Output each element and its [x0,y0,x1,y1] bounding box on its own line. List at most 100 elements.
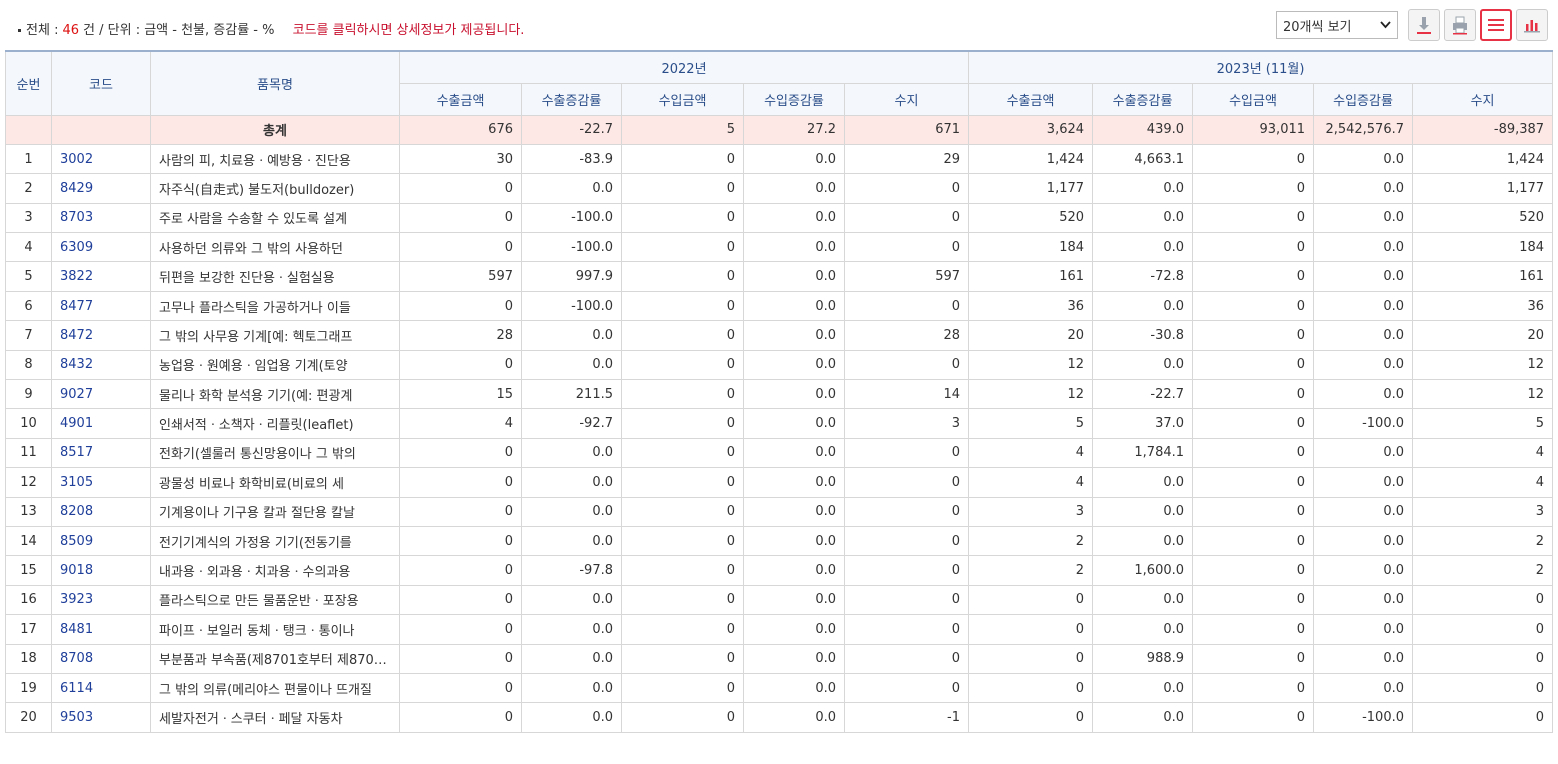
list-view-button[interactable] [1480,9,1512,41]
code-link[interactable]: 8429 [51,173,151,204]
export-growth-2022-cell: -100.0 [521,290,622,322]
item-name-cell: 고무나 플라스틱을 가공하거나 이들 [150,290,400,322]
code-link[interactable]: 3822 [51,261,151,292]
code-link[interactable]: 8477 [51,290,151,322]
balance-2023-cell: 184 [1412,232,1554,263]
code-link[interactable]: 3002 [51,143,151,175]
balance-2022-cell: 0 [843,525,970,557]
import-growth-2023-cell: 0.0 [1313,525,1414,557]
balance-2023-cell: 1,424 [1412,143,1554,175]
import-2022-cell: 0 [621,496,744,527]
code-link[interactable]: 3105 [51,467,151,498]
total-balance-2023: -89,387 [1412,114,1554,145]
item-name-cell: 자주식(自走式) 불도저(bulldozer) [150,173,400,204]
item-name-cell: 파이프ㆍ보일러 동체ㆍ탱크ㆍ통이나 [150,614,400,645]
import-2023-cell: 0 [1192,143,1315,175]
rank-cell: 15 [5,555,52,586]
code-link[interactable]: 8208 [51,496,151,527]
col-import-growth-header: 수입증감률 [1313,82,1414,116]
balance-2022-cell: 29 [843,143,970,175]
rank-cell: 3 [5,202,52,234]
rank-cell: 9 [5,379,52,410]
export-2022-cell: 0 [399,173,522,204]
trade-table: 순번 코드 품목명 2022년 2023년 (11월) 수출금액 수출증감률 수입금… [5,50,1554,733]
code-link[interactable]: 4901 [51,408,151,439]
import-growth-2022-cell: 0.0 [743,261,845,292]
item-name-cell: 인쇄서적ㆍ소책자ㆍ리플릿(leaflet) [150,408,400,439]
export-2022-cell: 0 [399,202,522,234]
export-growth-2023-cell: 0.0 [1092,232,1194,263]
import-2023-cell: 0 [1192,525,1315,557]
total-balance-2022: 671 [843,114,970,145]
import-growth-2023-cell: 0.0 [1313,437,1414,469]
import-growth-2022-cell: 0.0 [743,643,845,674]
download-button[interactable] [1408,9,1440,41]
import-growth-2022-cell: 0.0 [743,173,845,204]
rank-cell: 14 [5,525,52,557]
code-link[interactable]: 6114 [51,672,151,704]
export-2023-cell: 1,177 [968,173,1094,204]
import-2023-cell: 0 [1192,496,1315,527]
col-name-header: 품목명 [150,50,400,116]
code-link[interactable]: 9503 [51,702,151,733]
balance-2023-cell: 2 [1412,525,1554,557]
export-2022-cell: 597 [399,261,522,292]
export-growth-2023-cell: -72.8 [1092,261,1194,292]
export-growth-2023-cell: 0.0 [1092,173,1194,204]
page-size-select[interactable]: 20개씩 보기 [1276,11,1398,39]
rank-cell: 10 [5,408,52,439]
balance-2023-cell: 0 [1412,643,1554,674]
print-button[interactable] [1444,9,1476,41]
table-row: 6 8477 고무나 플라스틱을 가공하거나 이들 0 -100.0 0 0.0 0 36 0.0… [5,290,1554,322]
import-growth-2022-cell: 0.0 [743,555,845,586]
export-growth-2022-cell: -83.9 [521,143,622,175]
import-growth-2023-cell: -100.0 [1313,408,1414,439]
code-link[interactable]: 9018 [51,555,151,586]
export-2023-cell: 0 [968,584,1094,616]
code-link[interactable]: 9027 [51,379,151,410]
export-2023-cell: 0 [968,614,1094,645]
table-row: 15 9018 내과용ㆍ외과용ㆍ치과용ㆍ수의과용 0 -97.8 0 0.0 0 2 1,600.… [5,555,1554,586]
count-unit: 건 [83,23,95,38]
import-growth-2023-cell: 0.0 [1313,143,1414,175]
code-link[interactable]: 8481 [51,614,151,645]
code-link[interactable]: 8472 [51,320,151,351]
bullet-icon [18,29,21,32]
import-2023-cell: 0 [1192,261,1315,292]
export-growth-2023-cell: 0.0 [1092,702,1194,733]
code-link[interactable]: 8432 [51,349,151,381]
import-growth-2023-cell: 0.0 [1313,349,1414,381]
code-link[interactable]: 8509 [51,525,151,557]
code-link[interactable]: 8708 [51,643,151,674]
balance-2022-cell: 0 [843,672,970,704]
chart-view-button[interactable] [1516,9,1548,41]
import-growth-2022-cell: 0.0 [743,702,845,733]
import-growth-2023-cell: 0.0 [1313,379,1414,410]
export-2022-cell: 28 [399,320,522,351]
item-name-cell: 사람의 피, 치료용ㆍ예방용ㆍ진단용 [150,143,400,175]
balance-2023-cell: 0 [1412,614,1554,645]
export-2022-cell: 30 [399,143,522,175]
export-2023-cell: 184 [968,232,1094,263]
balance-2022-cell: 0 [843,232,970,263]
code-link[interactable]: 3923 [51,584,151,616]
rank-cell: 16 [5,584,52,616]
export-growth-2022-cell: 0.0 [521,672,622,704]
table-row: 19 6114 그 밖의 의류(메리야스 편물이나 뜨개질 0 0.0 0 0.0 0 0 0.0… [5,672,1554,704]
balance-2022-cell: 28 [843,320,970,351]
balance-2022-cell: 0 [843,496,970,527]
code-link[interactable]: 6309 [51,232,151,263]
export-growth-2023-cell: 0.0 [1092,349,1194,381]
import-growth-2023-cell: 0.0 [1313,672,1414,704]
export-growth-2022-cell: -100.0 [521,232,622,263]
export-2023-cell: 12 [968,349,1094,381]
balance-2023-cell: 20 [1412,320,1554,351]
import-growth-2023-cell: 0.0 [1313,614,1414,645]
total-code-cell [51,114,151,145]
rank-cell: 7 [5,320,52,351]
code-link[interactable]: 8517 [51,437,151,469]
code-link[interactable]: 8703 [51,202,151,234]
total-label: 전체 [26,23,50,38]
export-2023-cell: 1,424 [968,143,1094,175]
export-growth-2023-cell: 0.0 [1092,584,1194,616]
